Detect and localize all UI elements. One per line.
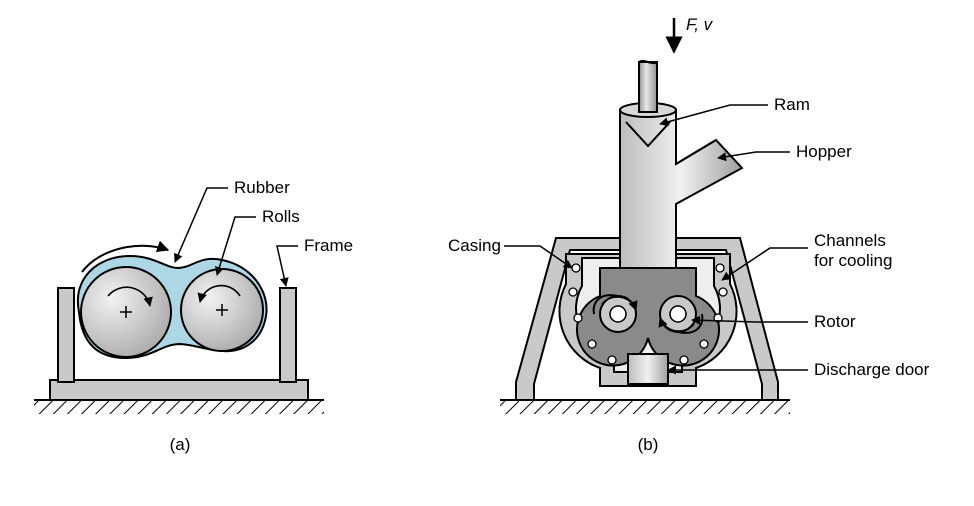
label-discharge: Discharge door xyxy=(814,360,930,379)
frame-upright-right xyxy=(280,288,296,382)
label-casing: Casing xyxy=(448,236,501,255)
discharge-door xyxy=(628,354,668,384)
diagram-b: F, v Ram Hopper Channels for cooling Rot… xyxy=(448,15,930,454)
leader-rubber xyxy=(175,188,228,262)
label-rolls: Rolls xyxy=(262,207,300,226)
label-rotor: Rotor xyxy=(814,312,856,331)
frame-upright-left xyxy=(58,288,74,382)
force-label: F, v xyxy=(686,15,714,34)
ground-hatch-b xyxy=(500,400,790,414)
diagram-a: Rubber Rolls Frame (a) xyxy=(34,178,353,454)
label-hopper: Hopper xyxy=(796,142,852,161)
label-ram: Ram xyxy=(774,95,810,114)
caption-a: (a) xyxy=(170,435,191,454)
leader-frame xyxy=(277,246,298,286)
label-rubber: Rubber xyxy=(234,178,290,197)
label-frame: Frame xyxy=(304,236,353,255)
label-channels: Channels xyxy=(814,231,886,250)
frame-base-a xyxy=(50,380,308,400)
caption-b: (b) xyxy=(638,435,659,454)
label-for-cooling: for cooling xyxy=(814,251,892,270)
ground-hatch-a xyxy=(34,400,324,414)
ram-shaft xyxy=(639,62,657,112)
